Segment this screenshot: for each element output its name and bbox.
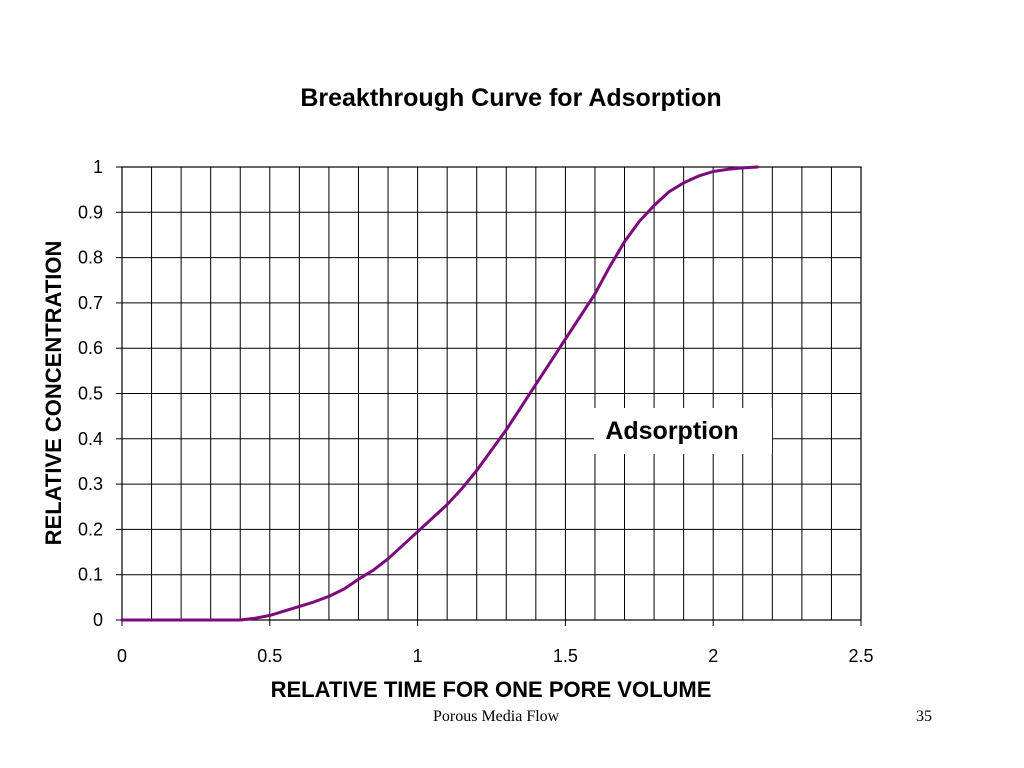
y-tick-label: 0.4 [78, 429, 103, 449]
footer-title: Porous Media Flow [433, 708, 560, 725]
x-axis-title: RELATIVE TIME FOR ONE PORE VOLUME [271, 677, 712, 702]
y-tick-label: 0.8 [78, 248, 103, 268]
page-number: 35 [916, 708, 932, 725]
y-tick-label: 0.6 [78, 338, 103, 358]
y-tick-label: 0.9 [78, 202, 103, 222]
x-tick-label: 1.5 [553, 646, 578, 666]
series-label-background [594, 408, 772, 454]
axis-ticks: 0 0.1 0.2 0.3 0.4 0.5 0.6 0.7 0.8 0.9 1 0 0.5 1 1.5 2 2.… [78, 157, 874, 666]
x-tick-label: 0 [117, 646, 127, 666]
y-tick-label: 0.5 [78, 384, 103, 404]
x-tick-label: 2.5 [848, 646, 873, 666]
grid [122, 167, 861, 620]
y-axis-title: RELATIVE CONCENTRATION [41, 241, 66, 546]
x-tick-label: 1 [413, 646, 423, 666]
x-tick-label: 2 [708, 646, 718, 666]
y-tick-label: 1 [93, 157, 103, 177]
y-tick-label: 0.1 [78, 565, 103, 585]
y-tick-label: 0.7 [78, 293, 103, 313]
y-tick-label: 0 [93, 610, 103, 630]
series-layer [120, 165, 759, 622]
chart-title: Breakthrough Curve for Adsorption [300, 84, 721, 112]
series-label: Adsorption [605, 417, 738, 445]
x-tick-label: 0.5 [257, 646, 282, 666]
y-tick-label: 0.3 [78, 474, 103, 494]
series-label-group: Adsorption [594, 408, 772, 454]
series-line-adsorption [120, 165, 759, 622]
y-tick-label: 0.2 [78, 519, 103, 539]
